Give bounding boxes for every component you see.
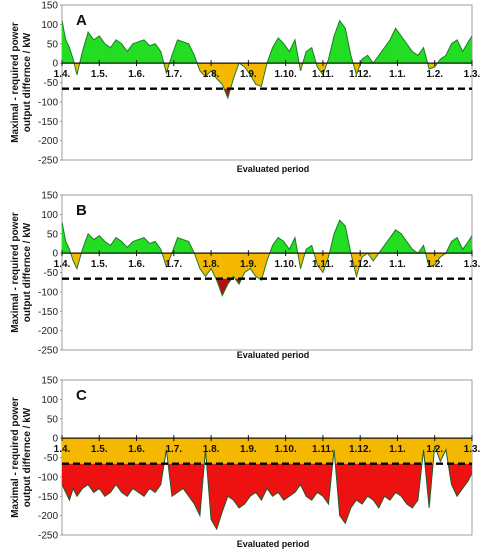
x-tick-label: 1.4.	[54, 259, 71, 270]
x-tick-label: 1.6.	[128, 259, 145, 270]
negative-area	[62, 63, 472, 89]
y-tick-label: -50	[44, 78, 59, 89]
y-tick-label: 50	[47, 39, 59, 50]
y-axis-title: Maximal - required poweroutput differnce…	[10, 212, 33, 333]
x-tick-label: 1.1.	[389, 259, 406, 270]
y-tick-label: 0	[52, 59, 58, 70]
x-tick-label: 1.3.	[464, 444, 480, 455]
y-tick-label: -100	[38, 287, 58, 298]
x-tick-label: 1.7.	[165, 69, 182, 80]
deficit-area	[62, 463, 472, 530]
series-line	[62, 219, 472, 298]
y-tick-label: -200	[38, 136, 58, 147]
x-tick-label: 1.6.	[128, 69, 145, 80]
x-tick-label: 1.12.	[349, 444, 371, 455]
x-tick-label: 1.9.	[240, 259, 257, 270]
negative-area	[62, 438, 472, 464]
y-tick-label: 150	[41, 1, 58, 12]
x-tick-label: 1.8.	[203, 444, 220, 455]
x-tick-label: 1.2.	[426, 444, 443, 455]
x-tick-label: 1.10.	[275, 444, 297, 455]
negative-area	[62, 253, 472, 279]
plot-frame	[61, 194, 473, 351]
y-tick-label: 50	[47, 414, 59, 425]
x-tick-label: 1.4.	[54, 69, 71, 80]
y-tick-label: -250	[38, 531, 58, 542]
x-tick-label: 1.11.	[312, 444, 334, 455]
y-tick-label: 100	[41, 210, 58, 221]
y-tick-label: -150	[38, 117, 58, 128]
x-tick-label: 1.11.	[312, 69, 334, 80]
y-tick-label: 50	[47, 229, 59, 240]
y-tick-label: -250	[38, 346, 58, 357]
x-tick-label: 1.11.	[312, 259, 334, 270]
deficit-area	[215, 278, 262, 296]
y-tick-label: -200	[38, 511, 58, 522]
series-line	[62, 445, 472, 531]
area-group	[62, 438, 472, 531]
x-tick-label: 1.7.	[165, 444, 182, 455]
x-axis-title: Evaluated period	[237, 350, 310, 360]
x-tick-label: 1.5.	[91, 444, 108, 455]
chart-panel-A: 150 100 50 0 -50 -100 -150 -200 -250 1.4. 1.5. 1.6.…	[10, 1, 480, 175]
y-tick-label: 100	[41, 20, 58, 31]
y-axis-title: Maximal - required poweroutput differnce…	[10, 397, 33, 518]
area-group	[62, 19, 472, 100]
y-tick-label: -100	[38, 97, 58, 108]
x-tick-label: 1.6.	[128, 444, 145, 455]
panel-label: A	[76, 12, 87, 29]
x-axis-title: Evaluated period	[237, 164, 310, 174]
x-tick-label: 1.9.	[240, 444, 257, 455]
y-tick-label: -100	[38, 472, 58, 483]
y-tick-label: 150	[41, 376, 58, 387]
x-tick-label: 1.12.	[349, 69, 371, 80]
x-tick-label: 1.3.	[464, 69, 480, 80]
x-tick-label: 1.4.	[54, 444, 71, 455]
x-tick-label: 1.9.	[240, 69, 257, 80]
chart-panel-C: 150 100 50 0 -50 -100 -150 -200 -250 1.4. 1.5. 1.6.…	[10, 376, 480, 550]
y-tick-label: -150	[38, 492, 58, 503]
x-tick-label: 1.1.	[389, 444, 406, 455]
plot-frame	[61, 4, 473, 161]
x-axis-title: Evaluated period	[237, 539, 310, 549]
y-tick-label: -50	[44, 268, 59, 279]
x-tick-label: 1.8.	[203, 259, 220, 270]
chart-panel-B: 150 100 50 0 -50 -100 -150 -200 -250 1.4. 1.5. 1.6.…	[10, 191, 480, 361]
panel-label: B	[76, 202, 87, 219]
x-tick-label: 1.12.	[349, 259, 371, 270]
deficit-area	[224, 88, 231, 98]
y-tick-label: -50	[44, 453, 59, 464]
x-tick-label: 1.10.	[275, 259, 297, 270]
positive-area	[62, 220, 472, 254]
y-tick-label: 100	[41, 395, 58, 406]
positive-area	[62, 20, 472, 64]
x-tick-label: 1.8.	[203, 69, 220, 80]
x-tick-label: 1.10.	[275, 69, 297, 80]
x-tick-label: 1.2.	[426, 69, 443, 80]
area-group	[62, 219, 472, 298]
y-tick-label: -150	[38, 307, 58, 318]
x-tick-label: 1.5.	[91, 259, 108, 270]
series-line	[62, 19, 472, 100]
y-tick-label: 150	[41, 191, 58, 202]
y-axis-title: Maximal - required poweroutput differnce…	[10, 22, 33, 143]
x-tick-label: 1.3.	[464, 259, 480, 270]
y-tick-label: -200	[38, 326, 58, 337]
x-tick-label: 1.1.	[389, 69, 406, 80]
y-tick-label: 0	[52, 434, 58, 445]
x-tick-label: 1.5.	[91, 69, 108, 80]
x-tick-label: 1.7.	[165, 259, 182, 270]
y-tick-label: 0	[52, 249, 58, 260]
x-tick-label: 1.2.	[426, 259, 443, 270]
y-tick-label: -250	[38, 156, 58, 167]
panel-label: C	[76, 387, 87, 404]
